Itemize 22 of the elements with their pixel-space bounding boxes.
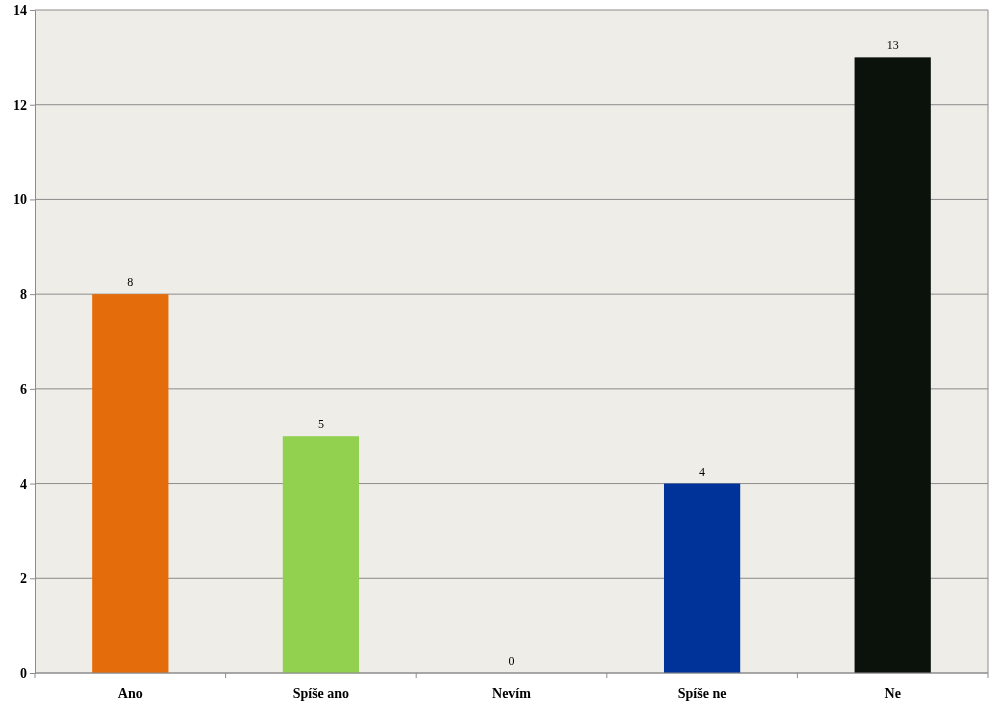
bar <box>663 483 741 673</box>
y-tick-label: 10 <box>13 192 27 208</box>
y-tick-label: 14 <box>13 2 27 18</box>
data-label: 13 <box>886 38 899 53</box>
x-tick-label: Spíše ne <box>677 686 727 701</box>
x-tick-label: Nevím <box>492 686 532 701</box>
x-tick-label: Spíše ano <box>292 686 350 701</box>
x-tick-label: Ano <box>117 686 143 701</box>
y-tick-label: 4 <box>20 476 27 492</box>
data-label: 0 <box>508 654 515 668</box>
bar <box>92 294 169 673</box>
data-label: 4 <box>699 464 706 479</box>
data-label: 5 <box>317 417 324 432</box>
y-tick-label: 6 <box>20 381 27 397</box>
x-tick-label: Ne <box>884 686 901 701</box>
y-tick-label: 8 <box>20 287 27 303</box>
y-tick-label: 12 <box>13 97 27 113</box>
bar <box>854 57 931 673</box>
y-tick-label: 2 <box>20 571 27 587</box>
data-label: 8 <box>127 275 134 290</box>
y-tick-label: 0 <box>20 665 27 681</box>
bar <box>282 436 360 673</box>
